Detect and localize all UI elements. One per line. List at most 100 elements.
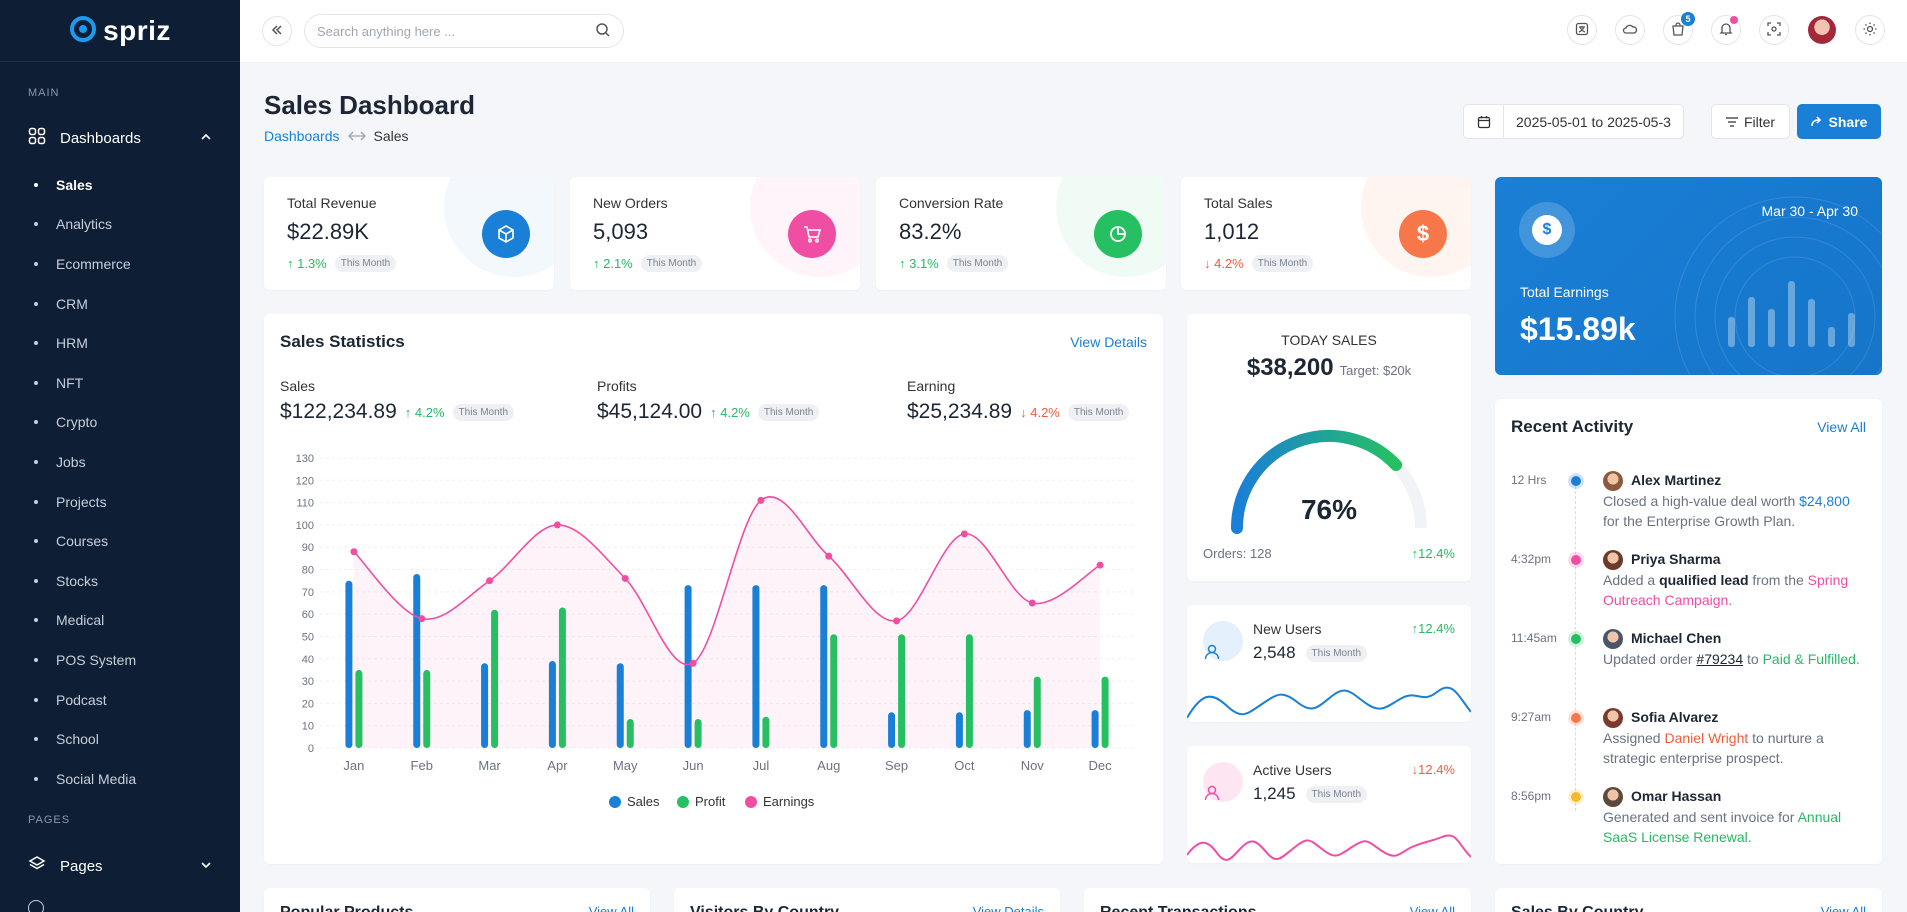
translate-button[interactable] xyxy=(1567,15,1597,45)
sidebar-item-social-media[interactable]: Social Media xyxy=(0,759,240,799)
sales-bar[interactable] xyxy=(548,661,556,748)
profit-bar[interactable] xyxy=(898,634,906,748)
earnings-point[interactable] xyxy=(1028,599,1036,607)
activity-text[interactable]: $24,800 xyxy=(1799,493,1850,509)
legend-label[interactable]: Sales xyxy=(627,794,660,809)
sidebar-item-pages[interactable]: Pages xyxy=(0,846,240,886)
sidebar-item-projects[interactable]: Projects xyxy=(0,482,240,522)
profile-button[interactable] xyxy=(1807,15,1837,45)
sidebar-item-jobs[interactable]: Jobs xyxy=(0,442,240,482)
activity-text[interactable]: Spring Outreach Campaign. xyxy=(1603,572,1849,608)
sidebar-item-pos-system[interactable]: POS System xyxy=(0,640,240,680)
notifications-button[interactable] xyxy=(1711,15,1741,45)
activity-text[interactable]: Daniel Wright xyxy=(1664,730,1749,746)
view-all-link[interactable]: View All xyxy=(1820,904,1866,912)
sidebar-item-hrm[interactable]: HRM xyxy=(0,323,240,363)
fullscreen-button[interactable] xyxy=(1759,15,1789,45)
sales-bar[interactable] xyxy=(1091,710,1099,748)
sidebar-item-podcast[interactable]: Podcast xyxy=(0,680,240,720)
sales-bar[interactable] xyxy=(481,663,489,748)
sales-bar[interactable] xyxy=(955,712,963,748)
search-icon[interactable] xyxy=(595,22,611,41)
sidebar-item-analytics[interactable]: Analytics xyxy=(0,205,240,245)
earnings-point[interactable] xyxy=(621,574,629,582)
sales-bar[interactable] xyxy=(1023,710,1031,748)
bell-icon xyxy=(1719,22,1733,39)
profit-bar[interactable] xyxy=(558,607,566,748)
filter-button[interactable]: Filter xyxy=(1711,104,1790,139)
date-range-value[interactable]: 2025-05-01 to 2025-05-3 xyxy=(1516,113,1671,130)
earnings-point[interactable] xyxy=(486,577,494,585)
earnings-point[interactable] xyxy=(418,615,426,623)
sales-bar[interactable] xyxy=(888,712,896,748)
mini-card-value-row: 2,548 This Month xyxy=(1253,643,1368,663)
kpi-change: ↑ 2.1% xyxy=(593,256,633,271)
sidebar-item-crm[interactable]: CRM xyxy=(0,284,240,324)
earnings-point[interactable] xyxy=(893,617,901,625)
profit-bar[interactable] xyxy=(491,609,499,748)
sidebar-item-dashboards[interactable]: Dashboards xyxy=(0,118,240,158)
x-tick-label: Dec xyxy=(1089,758,1113,773)
sidebar-item-stocks[interactable]: Stocks xyxy=(0,561,240,601)
activity-user-name[interactable]: Alex Martinez xyxy=(1631,472,1722,488)
view-all-link[interactable]: View All xyxy=(588,904,634,912)
profit-bar[interactable] xyxy=(355,669,363,748)
profit-bar[interactable] xyxy=(965,634,973,748)
sales-bar[interactable] xyxy=(752,585,760,748)
section-title: Popular Products xyxy=(280,904,413,912)
view-details-link[interactable]: View Details xyxy=(1070,334,1147,350)
activity-user-name[interactable]: Omar Hassan xyxy=(1631,788,1722,804)
theme-button[interactable] xyxy=(1615,15,1645,45)
activity-text[interactable]: Paid & Fulfilled. xyxy=(1762,651,1860,667)
profit-bar[interactable] xyxy=(423,669,431,748)
sales-bar[interactable] xyxy=(684,585,692,748)
earnings-point[interactable] xyxy=(960,530,968,538)
activity-text[interactable]: #79234 xyxy=(1696,651,1744,667)
profit-bar[interactable] xyxy=(1101,676,1109,748)
profit-bar[interactable] xyxy=(830,634,838,748)
legend-label[interactable]: Earnings xyxy=(763,794,815,809)
sidebar-next-item-icon[interactable] xyxy=(28,900,44,912)
sidebar-item-nft[interactable]: NFT xyxy=(0,363,240,403)
profit-bar[interactable] xyxy=(762,716,770,748)
kpi-change-row: ↑ 1.3% This Month xyxy=(287,255,397,272)
sidebar-item-sales[interactable]: Sales xyxy=(0,165,240,205)
search-input[interactable] xyxy=(317,23,595,39)
view-details-link[interactable]: View Details xyxy=(972,904,1044,912)
sidebar-item-crypto[interactable]: Crypto xyxy=(0,403,240,443)
sidebar-item-medical[interactable]: Medical xyxy=(0,601,240,641)
breadcrumb-dashboards[interactable]: Dashboards xyxy=(264,128,340,144)
earnings-point[interactable] xyxy=(825,552,833,560)
sales-bar[interactable] xyxy=(820,585,828,748)
activity-text[interactable]: Annual SaaS License Renewal. xyxy=(1603,809,1842,845)
brand[interactable]: spriz xyxy=(0,0,240,62)
profit-bar[interactable] xyxy=(694,719,702,748)
sidebar-item-school[interactable]: School xyxy=(0,719,240,759)
activity-user-name[interactable]: Priya Sharma xyxy=(1631,551,1721,567)
activity-user-name[interactable]: Sofia Alvarez xyxy=(1631,709,1719,725)
earnings-point[interactable] xyxy=(689,659,697,667)
earnings-point[interactable] xyxy=(350,548,358,556)
activity-user-name[interactable]: Michael Chen xyxy=(1631,630,1722,646)
share-button[interactable]: Share xyxy=(1797,104,1881,139)
profit-bar[interactable] xyxy=(1033,676,1041,748)
kpi-period: This Month xyxy=(946,255,1009,272)
x-tick-label: Mar xyxy=(478,758,501,773)
sales-bar[interactable] xyxy=(616,663,624,748)
earnings-point[interactable] xyxy=(757,496,765,504)
cart-button[interactable]: 5 xyxy=(1663,12,1695,45)
settings-button[interactable] xyxy=(1855,15,1885,45)
earnings-point[interactable] xyxy=(553,521,561,529)
legend-label[interactable]: Profit xyxy=(695,794,726,809)
sales-bar[interactable] xyxy=(345,580,353,748)
earnings-point[interactable] xyxy=(1096,561,1104,569)
collapse-sidebar-button[interactable] xyxy=(262,16,292,46)
view-all-link[interactable]: View All xyxy=(1817,419,1866,435)
view-all-link[interactable]: View All xyxy=(1409,904,1455,912)
sidebar-item-ecommerce[interactable]: Ecommerce xyxy=(0,244,240,284)
date-range-picker[interactable]: 2025-05-01 to 2025-05-3 xyxy=(1463,104,1684,139)
sales-bar[interactable] xyxy=(413,574,421,748)
sidebar-item-courses[interactable]: Courses xyxy=(0,521,240,561)
x-tick-label: Feb xyxy=(411,758,433,773)
profit-bar[interactable] xyxy=(626,719,634,748)
